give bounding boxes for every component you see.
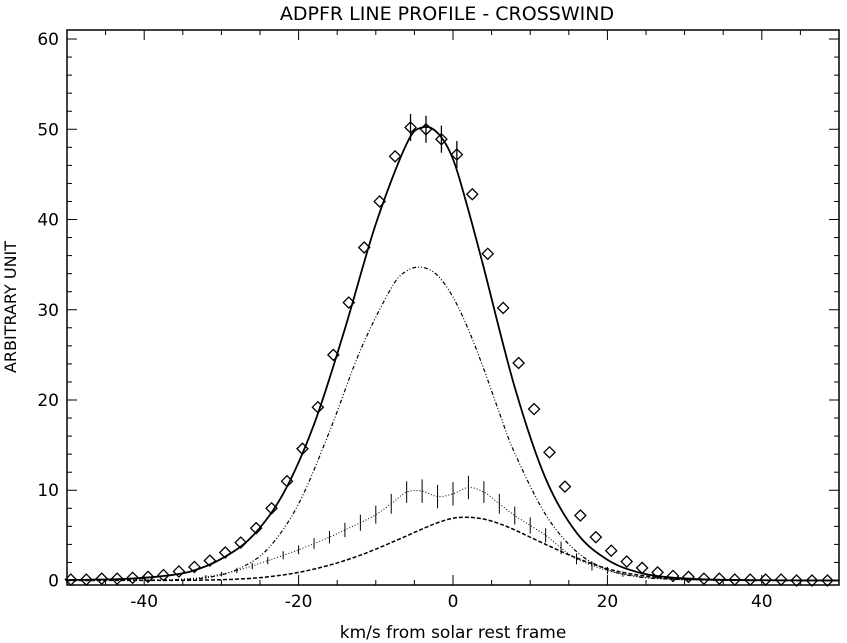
series-line-dash-dot-dot <box>66 266 840 582</box>
diamond-marker <box>265 501 278 515</box>
diamond-marker <box>218 546 232 559</box>
diamond-marker <box>589 530 603 544</box>
diamond-marker <box>141 570 155 584</box>
x-tick-label: 20 <box>597 592 619 612</box>
diamond-marker <box>496 301 510 315</box>
diamond-marker <box>419 122 433 136</box>
diamond-marker <box>620 555 634 568</box>
y-tick-label: 20 <box>37 391 59 411</box>
diamond-marker <box>543 445 556 459</box>
diamond-marker <box>234 536 248 550</box>
y-tick-label: 10 <box>37 481 59 501</box>
diamond-marker <box>280 474 294 488</box>
y-tick-label: 30 <box>37 301 59 321</box>
diamond-marker <box>172 565 186 578</box>
diamond-marker <box>712 572 726 586</box>
diamond-marker <box>666 569 680 583</box>
diamond-marker <box>821 574 834 587</box>
diamond-marker <box>759 573 773 587</box>
y-axis-label: ARBITRARY UNIT <box>1 241 20 373</box>
diamond-marker <box>326 348 340 362</box>
diamond-marker <box>95 572 109 586</box>
diamond-marker <box>651 565 664 579</box>
diamond-marker <box>79 573 93 587</box>
diamond-marker <box>64 573 78 587</box>
diamond-marker <box>187 560 201 574</box>
diamond-marker <box>682 570 695 584</box>
y-tick-label: 0 <box>48 571 59 591</box>
x-tick-label: 0 <box>448 592 459 612</box>
diamond-marker <box>342 296 356 309</box>
diamond-marker <box>296 442 309 456</box>
diamond-marker <box>388 149 402 163</box>
diamond-marker <box>435 132 448 146</box>
diamond-marker <box>604 544 618 558</box>
y-tick-label: 60 <box>37 30 59 50</box>
diamond-marker <box>790 574 803 587</box>
diamond-marker <box>249 521 263 535</box>
diamond-marker <box>635 561 649 575</box>
diamond-marker <box>203 554 217 568</box>
x-tick-label: -40 <box>130 592 158 612</box>
diamond-marker <box>450 148 464 161</box>
diamond-marker <box>743 573 757 587</box>
y-tick-label: 50 <box>37 120 59 140</box>
diamond-marker <box>357 241 371 254</box>
x-tick-label: 40 <box>751 592 773 612</box>
series-line-dashed <box>66 516 840 582</box>
diamond-marker <box>481 247 495 261</box>
x-axis-label: km/s from solar rest frame <box>340 623 567 643</box>
diamond-marker <box>774 573 788 587</box>
diamond-marker <box>512 356 526 370</box>
diamond-marker <box>558 480 572 494</box>
series-line-dotted-errorbars <box>66 487 840 581</box>
series-line-solid <box>66 125 840 582</box>
diamond-marker <box>728 573 742 587</box>
diamond-marker <box>805 574 819 587</box>
diamond-marker <box>465 187 479 201</box>
x-tick-label: -20 <box>285 592 313 612</box>
diamond-marker <box>110 572 124 586</box>
diamond-marker <box>373 195 387 208</box>
chart-title: ADPFR LINE PROFILE - CROSSWIND <box>280 3 614 25</box>
diamond-marker <box>126 571 140 585</box>
diamond-marker <box>573 509 587 522</box>
diamond-marker <box>404 121 417 134</box>
y-tick-label: 40 <box>37 211 59 231</box>
diamond-marker <box>311 400 325 414</box>
diamond-marker <box>527 402 541 416</box>
diamond-marker <box>697 572 711 586</box>
